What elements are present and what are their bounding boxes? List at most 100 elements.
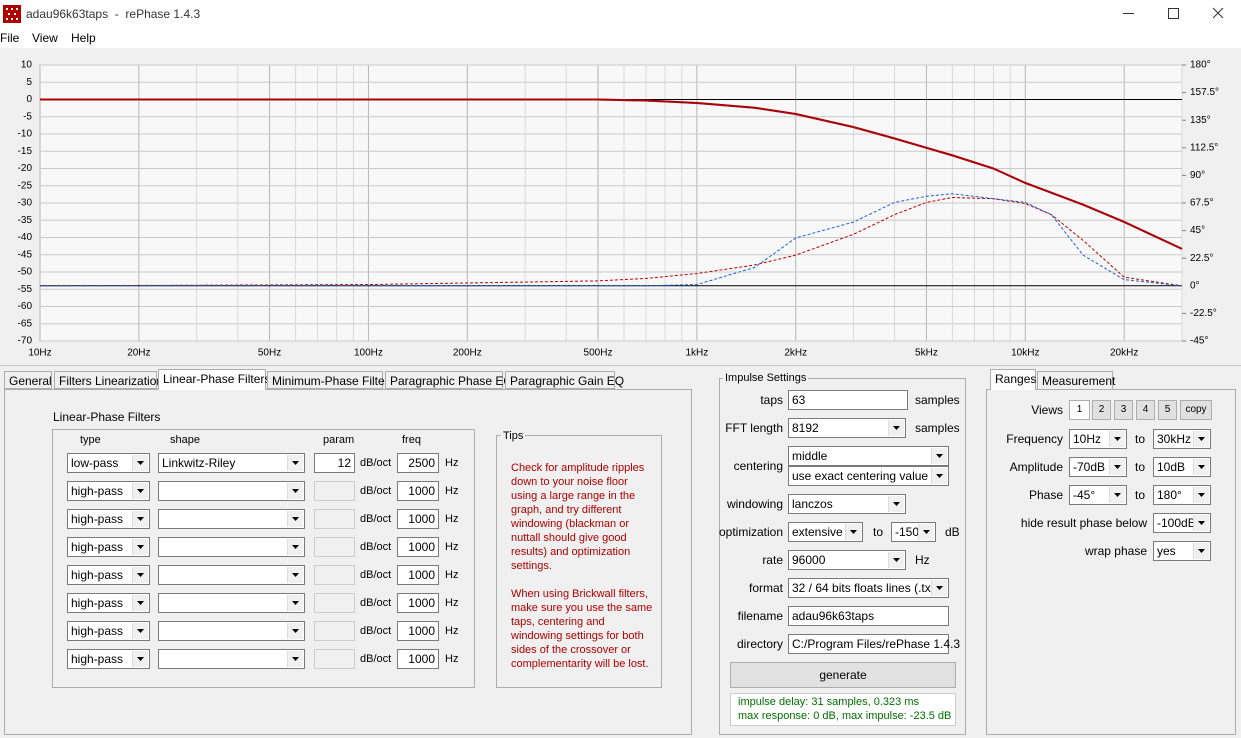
- dropdown-arrow[interactable]: [287, 651, 303, 667]
- filter-freq-input[interactable]: 2500: [397, 453, 439, 473]
- dropdown-arrow[interactable]: [931, 448, 947, 464]
- dropdown-arrow[interactable]: [287, 567, 303, 583]
- filter-shape-select[interactable]: [158, 481, 305, 501]
- menu-item[interactable]: File: [0, 31, 20, 45]
- dropdown-arrow[interactable]: [132, 511, 148, 527]
- filter-freq-input[interactable]: 1000: [397, 649, 439, 669]
- wrap-phase-select[interactable]: yes: [1153, 541, 1211, 561]
- filter-shape-select[interactable]: [158, 565, 305, 585]
- dropdown-arrow[interactable]: [132, 623, 148, 639]
- dropdown-arrow[interactable]: [931, 468, 947, 484]
- filter-type-select[interactable]: high-pass: [67, 537, 150, 557]
- fft-select[interactable]: 8192: [788, 418, 906, 438]
- tab[interactable]: Minimum-Phase Filters: [267, 371, 395, 389]
- dropdown-arrow[interactable]: [1193, 459, 1209, 475]
- filter-shape-select[interactable]: Linkwitz-Riley: [158, 453, 305, 473]
- dropdown-arrow[interactable]: [1193, 487, 1209, 503]
- generate-button[interactable]: generate: [730, 662, 956, 688]
- filter-param-input[interactable]: 12: [314, 453, 355, 473]
- dropdown-arrow[interactable]: [1109, 459, 1125, 475]
- window-controls[interactable]: [1110, 0, 1241, 28]
- dropdown-arrow[interactable]: [287, 455, 303, 471]
- taps-input[interactable]: 63: [788, 390, 908, 410]
- dropdown-arrow[interactable]: [888, 496, 904, 512]
- filter-param-input[interactable]: [314, 481, 355, 501]
- dropdown-arrow[interactable]: [918, 524, 934, 540]
- dropdown-arrow[interactable]: [287, 595, 303, 611]
- filter-type-select[interactable]: high-pass: [67, 565, 150, 585]
- optimization-limit-select[interactable]: -150: [891, 522, 936, 542]
- tab[interactable]: Filters Linearization: [54, 371, 163, 389]
- filter-type-select[interactable]: high-pass: [67, 621, 150, 641]
- dropdown-arrow[interactable]: [287, 483, 303, 499]
- filename-input[interactable]: adau96k63taps: [788, 606, 949, 626]
- phase-to-select[interactable]: 180°: [1153, 485, 1211, 505]
- filter-type-select[interactable]: high-pass: [67, 509, 150, 529]
- menu-item[interactable]: Help: [71, 31, 96, 45]
- dropdown-arrow[interactable]: [931, 580, 947, 596]
- view-button[interactable]: 5: [1158, 400, 1177, 420]
- filter-freq-input[interactable]: 1000: [397, 509, 439, 529]
- tab[interactable]: General: [4, 371, 52, 389]
- filter-type-select[interactable]: high-pass: [67, 481, 150, 501]
- dropdown-arrow[interactable]: [132, 567, 148, 583]
- dropdown-arrow[interactable]: [1193, 543, 1209, 559]
- view-button[interactable]: 3: [1114, 400, 1133, 420]
- tab[interactable]: Paragraphic Gain EQ: [505, 371, 624, 389]
- directory-input[interactable]: C:/Program Files/rePhase 1.4.3: [788, 634, 960, 654]
- amplitude-to-select[interactable]: 10dB: [1153, 457, 1211, 477]
- filter-param-input[interactable]: [314, 537, 355, 557]
- filter-shape-select[interactable]: [158, 537, 305, 557]
- filter-type-select[interactable]: low-pass: [67, 453, 150, 473]
- dropdown-arrow[interactable]: [1109, 431, 1125, 447]
- view-button[interactable]: 2: [1092, 400, 1111, 420]
- view-button[interactable]: copy: [1180, 400, 1212, 420]
- view-button[interactable]: 1: [1069, 400, 1090, 420]
- dropdown-arrow[interactable]: [287, 623, 303, 639]
- frequency-to-select[interactable]: 30kHz: [1153, 429, 1211, 449]
- centering-mode-select[interactable]: use exact centering value: [788, 466, 949, 486]
- dropdown-arrow[interactable]: [888, 420, 904, 436]
- filter-freq-input[interactable]: 1000: [397, 593, 439, 613]
- menu-item[interactable]: View: [32, 31, 58, 45]
- tab[interactable]: Linear-Phase Filters: [158, 369, 270, 390]
- hide-phase-select[interactable]: -100dB: [1153, 513, 1211, 533]
- windowing-select[interactable]: lanczos: [788, 494, 906, 514]
- view-button[interactable]: 4: [1136, 400, 1155, 420]
- filter-freq-input[interactable]: 1000: [397, 565, 439, 585]
- dropdown-arrow[interactable]: [845, 524, 861, 540]
- format-select[interactable]: 32 / 64 bits floats lines (.txt): [788, 578, 949, 598]
- rate-select[interactable]: 96000: [788, 550, 906, 570]
- dropdown-arrow[interactable]: [287, 539, 303, 555]
- filter-shape-select[interactable]: [158, 593, 305, 613]
- dropdown-arrow[interactable]: [132, 595, 148, 611]
- filter-type-select[interactable]: high-pass: [67, 649, 150, 669]
- dropdown-arrow[interactable]: [132, 651, 148, 667]
- tab[interactable]: Measurement: [1037, 371, 1115, 389]
- dropdown-arrow[interactable]: [1109, 487, 1125, 503]
- dropdown-arrow[interactable]: [888, 552, 904, 568]
- centering-select[interactable]: middle: [788, 446, 949, 466]
- dropdown-arrow[interactable]: [1193, 431, 1209, 447]
- optimization-select[interactable]: extensive: [788, 522, 863, 542]
- filter-freq-input[interactable]: 1000: [397, 621, 439, 641]
- frequency-from-select[interactable]: 10Hz: [1069, 429, 1127, 449]
- filter-shape-select[interactable]: [158, 649, 305, 669]
- filter-param-input[interactable]: [314, 593, 355, 613]
- filter-param-input[interactable]: [314, 621, 355, 641]
- filter-type-select[interactable]: high-pass: [67, 593, 150, 613]
- amplitude-from-select[interactable]: -70dB: [1069, 457, 1127, 477]
- dropdown-arrow[interactable]: [132, 483, 148, 499]
- filter-param-input[interactable]: [314, 649, 355, 669]
- filter-freq-input[interactable]: 1000: [397, 481, 439, 501]
- filter-freq-input[interactable]: 1000: [397, 537, 439, 557]
- dropdown-arrow[interactable]: [132, 455, 148, 471]
- tab[interactable]: Ranges: [990, 369, 1036, 390]
- dropdown-arrow[interactable]: [1193, 515, 1209, 531]
- filter-param-input[interactable]: [314, 565, 355, 585]
- filter-shape-select[interactable]: [158, 621, 305, 641]
- phase-from-select[interactable]: -45°: [1069, 485, 1127, 505]
- tab[interactable]: Paragraphic Phase EQ: [385, 371, 513, 389]
- filter-param-input[interactable]: [314, 509, 355, 529]
- dropdown-arrow[interactable]: [132, 539, 148, 555]
